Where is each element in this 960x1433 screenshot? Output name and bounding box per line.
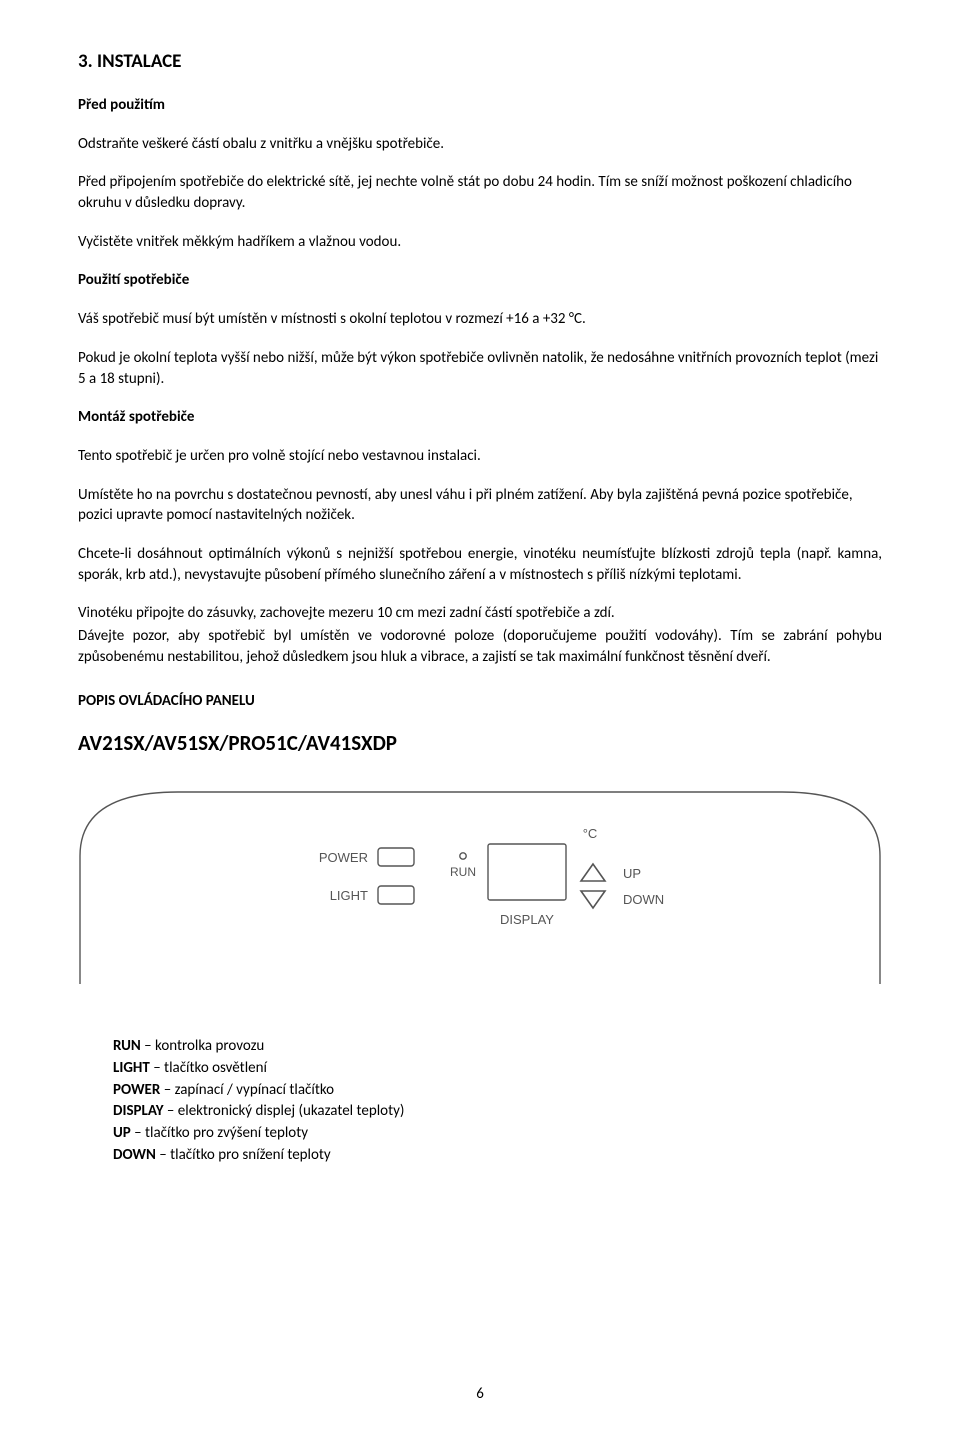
display-box	[488, 844, 566, 900]
page-number: 6	[0, 1385, 960, 1403]
paragraph: Tento spotřebič je určen pro volně stojí…	[78, 446, 882, 467]
paragraph: Dávejte pozor, aby spotřebič byl umístěn…	[78, 626, 882, 667]
paragraph: Pokud je okolní teplota vyšší nebo nižší…	[78, 348, 882, 389]
before-use-heading: Před použitím	[78, 95, 882, 116]
power-button	[378, 848, 414, 866]
run-label: RUN	[450, 865, 476, 879]
light-button	[378, 886, 414, 904]
run-indicator	[460, 853, 466, 859]
up-label: UP	[623, 866, 641, 881]
up-triangle-icon	[581, 864, 605, 881]
down-label: DOWN	[623, 892, 664, 907]
paragraph: Chcete-li dosáhnout optimálních výkonů s…	[78, 544, 882, 585]
section-title: 3. INSTALACE	[78, 50, 882, 73]
install-heading: Montáž spotřebiče	[78, 407, 882, 428]
legend-item: LIGHT – tlačítko osvětlení	[113, 1058, 882, 1080]
legend-item: RUN – kontrolka provozu	[113, 1036, 882, 1058]
down-triangle-icon	[581, 891, 605, 908]
paragraph: Umístěte ho na povrchu s dostatečnou pev…	[78, 485, 882, 526]
paragraph: Vyčistěte vnitřek měkkým hadříkem a vlaž…	[78, 232, 882, 253]
models-label: AV21SX/AV51SX/PRO51C/AV41SXDP	[78, 730, 882, 756]
paragraph: Vinotéku připojte do zásuvky, zachovejte…	[78, 603, 882, 624]
legend-item: DOWN – tlačítko pro snížení teploty	[113, 1145, 882, 1167]
legend-item: DISPLAY – elektronický displej (ukazatel…	[113, 1101, 882, 1123]
document-page: 3. INSTALACE Před použitím Odstraňte veš…	[0, 0, 960, 1433]
use-heading: Použití spotřebiče	[78, 270, 882, 291]
legend-item: POWER – zapínací / vypínací tlačítko	[113, 1080, 882, 1102]
paragraph: Váš spotřebič musí být umístěn v místnos…	[78, 309, 882, 330]
panel-heading: POPIS OVLÁDACÍHO PANELU	[78, 691, 882, 712]
power-label: POWER	[319, 850, 368, 865]
celsius-label: °C	[583, 826, 598, 841]
paragraph: Odstraňte veškeré částí obalu z vnitřku …	[78, 134, 882, 155]
panel-outline	[80, 792, 880, 984]
control-panel-figure: POWER LIGHT RUN DISPLAY °C UP DOWN	[78, 786, 882, 986]
paragraph: Před připojením spotřebiče do elektrické…	[78, 172, 882, 213]
control-panel-svg: POWER LIGHT RUN DISPLAY °C UP DOWN	[78, 786, 882, 986]
display-label: DISPLAY	[500, 912, 554, 927]
legend-item: UP – tlačítko pro zvýšení teploty	[113, 1123, 882, 1145]
light-label: LIGHT	[330, 888, 368, 903]
panel-legend: RUN – kontrolka provozu LIGHT – tlačítko…	[113, 1036, 882, 1167]
